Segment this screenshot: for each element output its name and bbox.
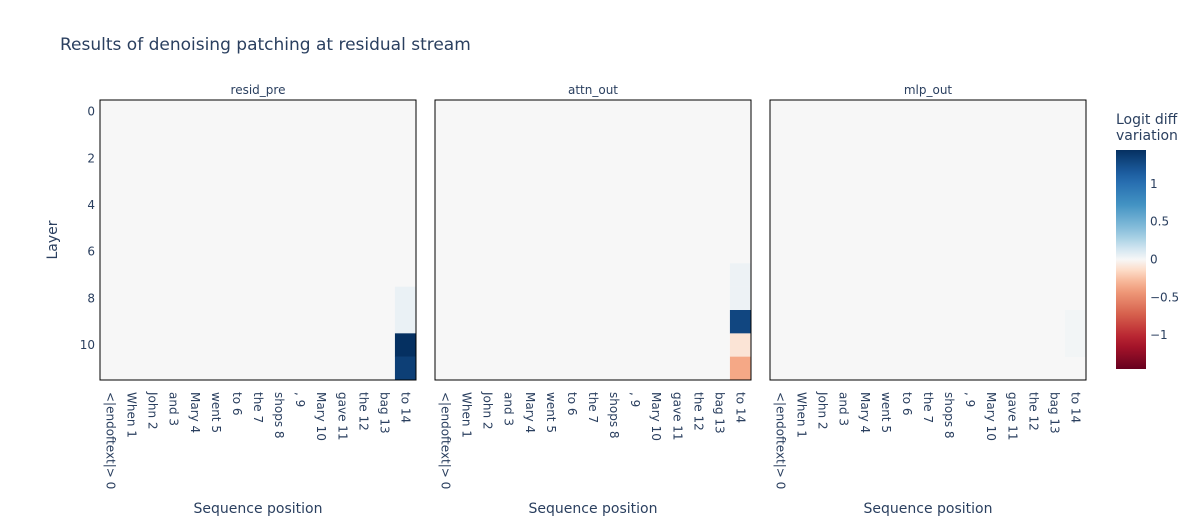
x-tick-label: gave 11 [670, 392, 684, 441]
x-tick-label: gave 11 [1005, 392, 1019, 441]
panel-frame [434, 99, 752, 381]
heatmap-background [770, 100, 1086, 380]
heatmap-background [435, 100, 751, 380]
heatmap-background [100, 100, 416, 380]
x-tick-label: and 3 [837, 392, 851, 426]
x-tick-label: John 2 [146, 391, 160, 430]
x-tick-label: Mary 4 [188, 392, 202, 433]
x-tick-label: the 12 [356, 392, 370, 431]
x-tick-label: <|endoftext|> 0 [774, 392, 788, 489]
x-tick-label: the 7 [251, 392, 265, 423]
y-axis-title: Layer [45, 220, 61, 259]
colorbar-tick-label: −0.5 [1150, 290, 1179, 304]
panel-frame [99, 99, 417, 381]
x-tick-label: Mary 4 [523, 392, 537, 433]
x-tick-label: Mary 10 [649, 392, 663, 441]
panel-attn-out: attn_out <|endoftext|> 0 When 1 John 2 and 3… [434, 83, 752, 517]
panel-frame [769, 99, 1087, 381]
x-tick-label: Mary 10 [984, 392, 998, 441]
x-tick-label: Mary 4 [858, 392, 872, 433]
x-tick-label: shops 8 [607, 392, 621, 439]
x-tick-label: went 5 [879, 392, 893, 433]
y-tick-label: 10 [80, 338, 95, 352]
colorbar-tick-label: 0.5 [1150, 215, 1169, 229]
y-tick-label: 6 [87, 245, 95, 259]
x-tick-label: the 7 [586, 392, 600, 423]
colorbar-tick-label: 1 [1150, 177, 1158, 191]
panel-resid-pre: resid_pre 0 2 4 6 8 10 <|endoftext|> 0 When 1 Joh… [80, 83, 417, 517]
x-tick-label: , 9 [628, 392, 642, 407]
heatmap-cell [1064, 333, 1087, 357]
x-tick-label: went 5 [544, 392, 558, 433]
x-tick-label: the 12 [691, 392, 705, 431]
panel-title: attn_out [568, 83, 618, 97]
x-tick-label: , 9 [963, 392, 977, 407]
x-tick-label: shops 8 [272, 392, 286, 439]
x-tick-label: <|endoftext|> 0 [104, 392, 118, 489]
y-tick-label: 2 [87, 151, 95, 165]
chart-title: Results of denoising patching at residua… [60, 35, 471, 55]
panel-title: resid_pre [231, 83, 286, 97]
x-tick-label: When 1 [460, 392, 474, 438]
colorbar-title: Logit diff [1116, 112, 1178, 128]
y-tick-label: 4 [87, 198, 95, 212]
x-tick-label: to 6 [565, 392, 579, 416]
panel-mlp-out: mlp_out <|endoftext|> 0 When 1 John 2 and 3 M… [769, 83, 1087, 517]
heatmap-cell [394, 310, 417, 334]
x-tick-label: gave 11 [335, 392, 349, 441]
x-tick-label: , 9 [293, 392, 307, 407]
heatmap-cell [394, 333, 417, 357]
x-tick-label: When 1 [125, 392, 139, 438]
panel-title: mlp_out [904, 83, 953, 97]
x-axis-title: Sequence position [529, 501, 658, 517]
x-tick-label: to 6 [900, 392, 914, 416]
colorbar-title: variation [1116, 128, 1178, 144]
heatmap-cell [729, 333, 752, 357]
x-tick-label: the 7 [921, 392, 935, 423]
x-axis-title: Sequence position [194, 501, 323, 517]
colorbar [1116, 150, 1146, 369]
x-tick-label: and 3 [502, 392, 516, 426]
x-tick-label: shops 8 [942, 392, 956, 439]
x-tick-label: and 3 [167, 392, 181, 426]
x-tick-label: to 14 [399, 392, 413, 423]
heatmap-cell [394, 356, 417, 381]
x-tick-label: the 12 [1026, 392, 1040, 431]
x-tick-label: Mary 10 [314, 392, 328, 441]
x-tick-label: John 2 [481, 391, 495, 430]
heatmap-cell [729, 310, 752, 334]
x-tick-label: bag 13 [1047, 392, 1061, 434]
heatmap-cell [1064, 310, 1087, 334]
x-tick-label: to 14 [734, 392, 748, 423]
x-tick-label: <|endoftext|> 0 [439, 392, 453, 489]
x-tick-label: When 1 [795, 392, 809, 438]
x-tick-label: to 6 [230, 392, 244, 416]
colorbar-tick-label: 0 [1150, 253, 1158, 267]
x-axis-title: Sequence position [864, 501, 993, 517]
x-tick-label: bag 13 [377, 392, 391, 434]
y-tick-label: 0 [87, 105, 95, 119]
x-tick-label: to 14 [1069, 392, 1083, 423]
x-tick-label: went 5 [209, 392, 223, 433]
heatmap-cell [394, 286, 417, 311]
y-tick-label: 8 [87, 291, 95, 305]
heatmap-cell [729, 356, 752, 381]
x-tick-label: bag 13 [712, 392, 726, 434]
x-tick-label: John 2 [816, 391, 830, 430]
colorbar-tick-label: −1 [1150, 328, 1168, 342]
heatmap-cell [729, 286, 752, 311]
heatmap-cell [729, 263, 752, 287]
